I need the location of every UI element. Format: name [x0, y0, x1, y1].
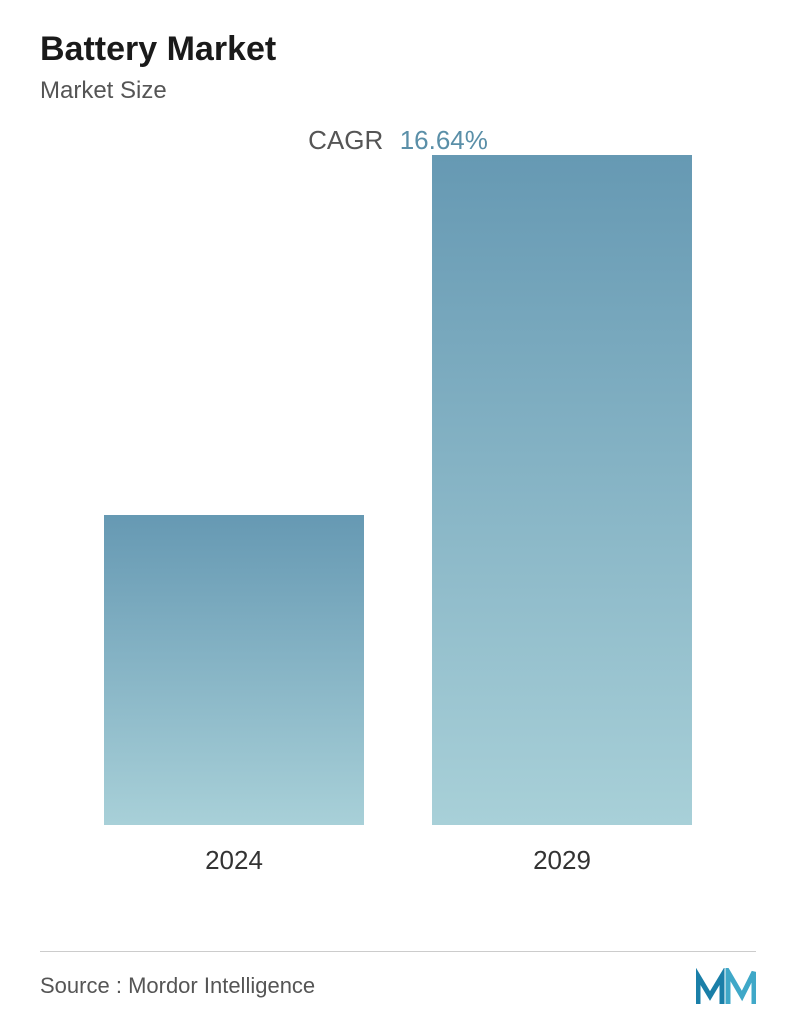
- bar-label-1: 2029: [533, 845, 591, 876]
- bar-label-0: 2024: [205, 845, 263, 876]
- cagr-container: CAGR 16.64%: [40, 125, 756, 156]
- bar-group-0: 2024: [94, 515, 374, 876]
- cagr-label: CAGR: [308, 125, 383, 155]
- bar-0: [104, 515, 364, 825]
- chart-title: Battery Market: [40, 30, 756, 69]
- chart-subtitle: Market Size: [40, 77, 756, 105]
- bar-group-1: 2029: [422, 155, 702, 876]
- footer: Source : Mordor Intelligence: [40, 951, 756, 1004]
- chart-area: 2024 2029: [40, 186, 756, 876]
- source-label: Source :: [40, 973, 122, 998]
- source-text: Source : Mordor Intelligence: [40, 973, 315, 999]
- mordor-logo-icon: [696, 968, 756, 1004]
- source-name: Mordor Intelligence: [128, 973, 315, 998]
- bar-1: [432, 155, 692, 825]
- cagr-value: 16.64%: [400, 125, 488, 155]
